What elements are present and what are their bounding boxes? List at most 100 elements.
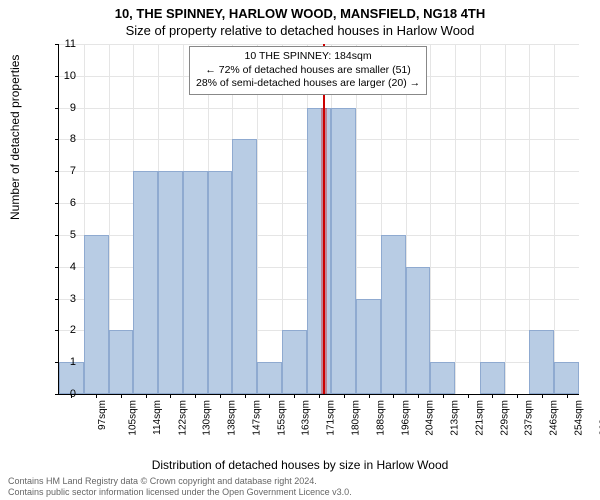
xtick-label: 130sqm: [202, 400, 213, 436]
xtick-label: 237sqm: [524, 400, 535, 436]
gridline-v: [480, 44, 481, 394]
histogram-bar: [257, 362, 282, 394]
ytick-label: 1: [70, 356, 76, 368]
xtick-label: 122sqm: [177, 400, 188, 436]
ytick-mark: [55, 330, 59, 331]
xtick-mark: [492, 394, 493, 398]
ytick-mark: [55, 267, 59, 268]
ytick-label: 11: [65, 38, 76, 50]
ytick-mark: [55, 108, 59, 109]
annotation-line1: 10 THE SPINNEY: 184sqm: [196, 50, 420, 64]
histogram-bar: [554, 362, 579, 394]
xtick-label: 221sqm: [474, 400, 485, 436]
histogram-bar: [381, 235, 406, 394]
histogram-bar: [282, 330, 307, 394]
xtick-label: 163sqm: [301, 400, 312, 436]
xtick-label: 188sqm: [375, 400, 386, 436]
histogram-bar: [331, 108, 356, 394]
histogram-bar: [406, 267, 431, 394]
xtick-mark: [195, 394, 196, 398]
xtick-label: 229sqm: [499, 400, 510, 436]
x-axis-label: Distribution of detached houses by size …: [0, 458, 600, 472]
xtick-mark: [418, 394, 419, 398]
y-axis-label: Number of detached properties: [8, 55, 22, 220]
xtick-mark: [542, 394, 543, 398]
xtick-label: 254sqm: [573, 400, 584, 436]
xtick-mark: [567, 394, 568, 398]
gridline-v: [554, 44, 555, 394]
ytick-mark: [55, 299, 59, 300]
annotation-line2: ← 72% of detached houses are smaller (51…: [196, 64, 420, 78]
ytick-label: 2: [70, 324, 76, 336]
xtick-label: 196sqm: [400, 400, 411, 436]
histogram-bar: [183, 171, 208, 394]
histogram-bar: [356, 299, 381, 394]
ytick-label: 9: [70, 102, 76, 114]
xtick-mark: [269, 394, 270, 398]
title-line1: 10, THE SPINNEY, HARLOW WOOD, MANSFIELD,…: [0, 0, 600, 21]
gridline-v: [455, 44, 456, 394]
xtick-mark: [220, 394, 221, 398]
xtick-mark: [170, 394, 171, 398]
xtick-label: 171sqm: [326, 400, 337, 436]
ytick-mark: [55, 394, 59, 395]
xtick-label: 180sqm: [351, 400, 362, 436]
ytick-label: 8: [70, 133, 76, 145]
footer-line2: Contains public sector information licen…: [8, 487, 600, 498]
histogram-bar: [208, 171, 233, 394]
xtick-label: 138sqm: [227, 400, 238, 436]
gridline-v: [257, 44, 258, 394]
histogram-bar: [307, 108, 332, 394]
histogram-bar: [480, 362, 505, 394]
annotation-box: 10 THE SPINNEY: 184sqm← 72% of detached …: [189, 46, 427, 95]
marker-line: [323, 44, 325, 394]
xtick-label: 105sqm: [128, 400, 139, 436]
xtick-label: 97sqm: [97, 400, 108, 430]
ytick-label: 4: [70, 261, 76, 273]
xtick-mark: [517, 394, 518, 398]
xtick-mark: [369, 394, 370, 398]
ytick-label: 6: [70, 197, 76, 209]
xtick-mark: [468, 394, 469, 398]
histogram-bar: [232, 139, 257, 394]
xtick-label: 213sqm: [450, 400, 461, 436]
ytick-mark: [55, 76, 59, 77]
xtick-label: 246sqm: [549, 400, 560, 436]
gridline-v: [430, 44, 431, 394]
histogram-bar: [109, 330, 134, 394]
xtick-mark: [121, 394, 122, 398]
ytick-label: 10: [64, 70, 76, 82]
ytick-label: 3: [70, 293, 76, 305]
footer-line1: Contains HM Land Registry data © Crown c…: [8, 476, 600, 487]
ytick-label: 0: [70, 388, 76, 400]
ytick-mark: [55, 235, 59, 236]
histogram-bar: [529, 330, 554, 394]
gridline-v: [505, 44, 506, 394]
xtick-mark: [96, 394, 97, 398]
ytick-mark: [55, 171, 59, 172]
ytick-mark: [55, 44, 59, 45]
xtick-mark: [245, 394, 246, 398]
xtick-label: 114sqm: [152, 400, 163, 435]
plot-region: 97sqm105sqm114sqm122sqm130sqm138sqm147sq…: [58, 44, 579, 395]
title-line2: Size of property relative to detached ho…: [0, 21, 600, 38]
xtick-mark: [319, 394, 320, 398]
histogram-bar: [84, 235, 109, 394]
histogram-bar: [158, 171, 183, 394]
xtick-label: 147sqm: [252, 400, 263, 436]
xtick-label: 155sqm: [276, 400, 287, 436]
ytick-label: 5: [70, 229, 76, 241]
xtick-mark: [294, 394, 295, 398]
histogram-bar: [430, 362, 455, 394]
ytick-mark: [55, 139, 59, 140]
footer: Contains HM Land Registry data © Crown c…: [0, 476, 600, 498]
ytick-label: 7: [70, 165, 76, 177]
histogram-bar: [133, 171, 158, 394]
chart-area: 97sqm105sqm114sqm122sqm130sqm138sqm147sq…: [58, 44, 578, 394]
xtick-mark: [443, 394, 444, 398]
xtick-label: 204sqm: [425, 400, 436, 436]
gridline-h: [59, 44, 579, 45]
ytick-mark: [55, 203, 59, 204]
xtick-mark: [146, 394, 147, 398]
annotation-line3: 28% of semi-detached houses are larger (…: [196, 77, 420, 91]
